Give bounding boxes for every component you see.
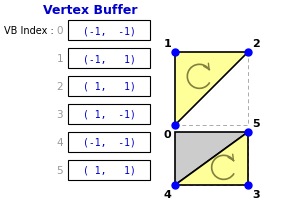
Text: Vertex Buffer: Vertex Buffer bbox=[43, 4, 137, 17]
Bar bbox=[68, 21, 150, 41]
Text: (-1,  -1): (-1, -1) bbox=[83, 26, 135, 36]
Text: 1: 1 bbox=[56, 54, 63, 64]
Text: VB Index :: VB Index : bbox=[4, 26, 54, 36]
Bar bbox=[68, 104, 150, 124]
Text: 0: 0 bbox=[56, 26, 63, 36]
Text: ( 1,  -1): ( 1, -1) bbox=[83, 109, 135, 119]
Bar bbox=[68, 132, 150, 152]
Text: 5: 5 bbox=[56, 165, 63, 175]
Bar bbox=[68, 160, 150, 180]
Bar bbox=[175, 132, 248, 185]
Text: (-1,  -1): (-1, -1) bbox=[83, 137, 135, 147]
Text: ( 1,   1): ( 1, 1) bbox=[83, 165, 135, 175]
Bar bbox=[68, 77, 150, 97]
Text: 2: 2 bbox=[56, 82, 63, 92]
Polygon shape bbox=[175, 53, 248, 125]
Bar bbox=[175, 53, 248, 125]
Text: 0: 0 bbox=[163, 129, 171, 139]
Text: (-1,   1): (-1, 1) bbox=[83, 54, 135, 64]
Text: 2: 2 bbox=[252, 39, 260, 49]
Text: 3: 3 bbox=[252, 189, 260, 199]
Text: 1: 1 bbox=[163, 39, 171, 49]
Text: 3: 3 bbox=[56, 109, 63, 119]
Bar bbox=[68, 49, 150, 69]
Text: 5: 5 bbox=[252, 118, 260, 128]
Polygon shape bbox=[175, 132, 248, 185]
Polygon shape bbox=[175, 132, 248, 185]
Text: 4: 4 bbox=[56, 137, 63, 147]
Text: ( 1,   1): ( 1, 1) bbox=[83, 82, 135, 92]
Text: 4: 4 bbox=[163, 189, 171, 199]
